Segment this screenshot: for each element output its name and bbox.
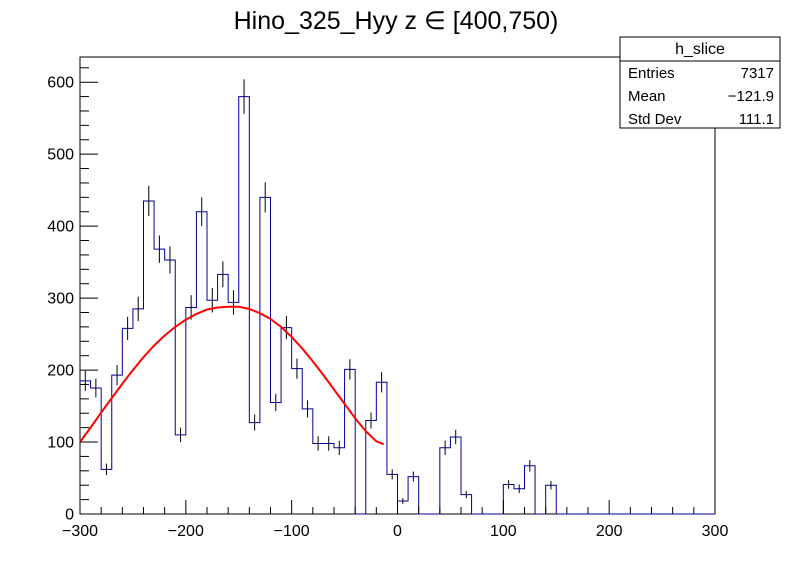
histogram-bin	[345, 369, 356, 514]
stats-box: h_slice Entries 7317 Mean −121.9 Std Dev…	[619, 36, 781, 129]
histogram-bin	[292, 369, 303, 514]
histogram-bin	[175, 435, 186, 514]
x-tick-label: 0	[393, 523, 402, 540]
histogram-bin	[186, 307, 197, 514]
histogram-bin	[196, 212, 207, 514]
histogram-bin	[271, 402, 282, 514]
histogram-bin	[101, 469, 112, 514]
histogram-bin	[249, 423, 260, 514]
histogram-bin	[144, 201, 155, 514]
histogram-bin	[228, 302, 239, 514]
y-tick-label: 600	[47, 75, 74, 92]
histogram-outline	[80, 96, 715, 515]
histogram-bin	[154, 249, 165, 514]
histogram-bin	[323, 443, 334, 514]
histogram-bin	[80, 381, 91, 514]
stats-entries-label: Entries	[628, 65, 675, 82]
histogram-bin	[313, 443, 324, 514]
x-tick-label: 100	[490, 523, 517, 540]
histogram-bin	[239, 97, 250, 514]
x-tick-label: 300	[702, 523, 729, 540]
histogram-bin	[281, 328, 292, 514]
fit-curve	[79, 305, 385, 446]
histogram-bin	[302, 409, 313, 514]
histogram-bin	[133, 309, 144, 514]
stats-mean-label: Mean	[628, 88, 666, 105]
stats-title: h_slice	[675, 41, 725, 58]
histogram-bin	[450, 437, 461, 514]
histogram-bin	[91, 388, 102, 514]
x-tick-label: −100	[274, 523, 310, 540]
histogram-bin	[387, 474, 398, 514]
histogram-bin	[207, 300, 218, 514]
y-tick-label: 0	[65, 507, 74, 524]
stats-mean-value: −121.9	[728, 88, 774, 105]
x-tick-label: −200	[168, 523, 204, 540]
histogram-bin	[334, 448, 345, 514]
fit-layer	[79, 305, 385, 446]
y-tick-label: 300	[47, 291, 74, 308]
y-tick-label: 200	[47, 363, 74, 380]
x-tick-label: 200	[596, 523, 623, 540]
histogram-bin	[218, 274, 229, 514]
histogram-bin	[525, 466, 536, 514]
histogram-bin	[440, 448, 451, 514]
y-tick-label: 400	[47, 219, 74, 236]
chart-title: Hino_325_Hyy z ∈ [400,750)	[234, 7, 559, 35]
histogram-bin	[366, 420, 377, 514]
y-tick-label: 100	[47, 435, 74, 452]
histogram-bin	[165, 260, 176, 514]
histogram-bin	[376, 382, 387, 514]
histogram-layer	[80, 79, 715, 515]
stats-entries-value: 7317	[741, 65, 774, 82]
histogram-bin	[503, 484, 514, 514]
histogram-bin	[408, 477, 419, 514]
histogram-bin	[122, 328, 133, 514]
y-tick-label: 500	[47, 147, 74, 164]
stats-stddev-value: 111.1	[739, 111, 774, 128]
stats-stddev-label: Std Dev	[628, 111, 682, 128]
stats-box-frame	[619, 36, 781, 129]
histogram-bin	[260, 197, 271, 514]
x-tick-label: −300	[62, 523, 98, 540]
axes-layer: −300 −200 −100 0 100 200 300 0 100 200 300 400 500 60…	[47, 67, 729, 540]
